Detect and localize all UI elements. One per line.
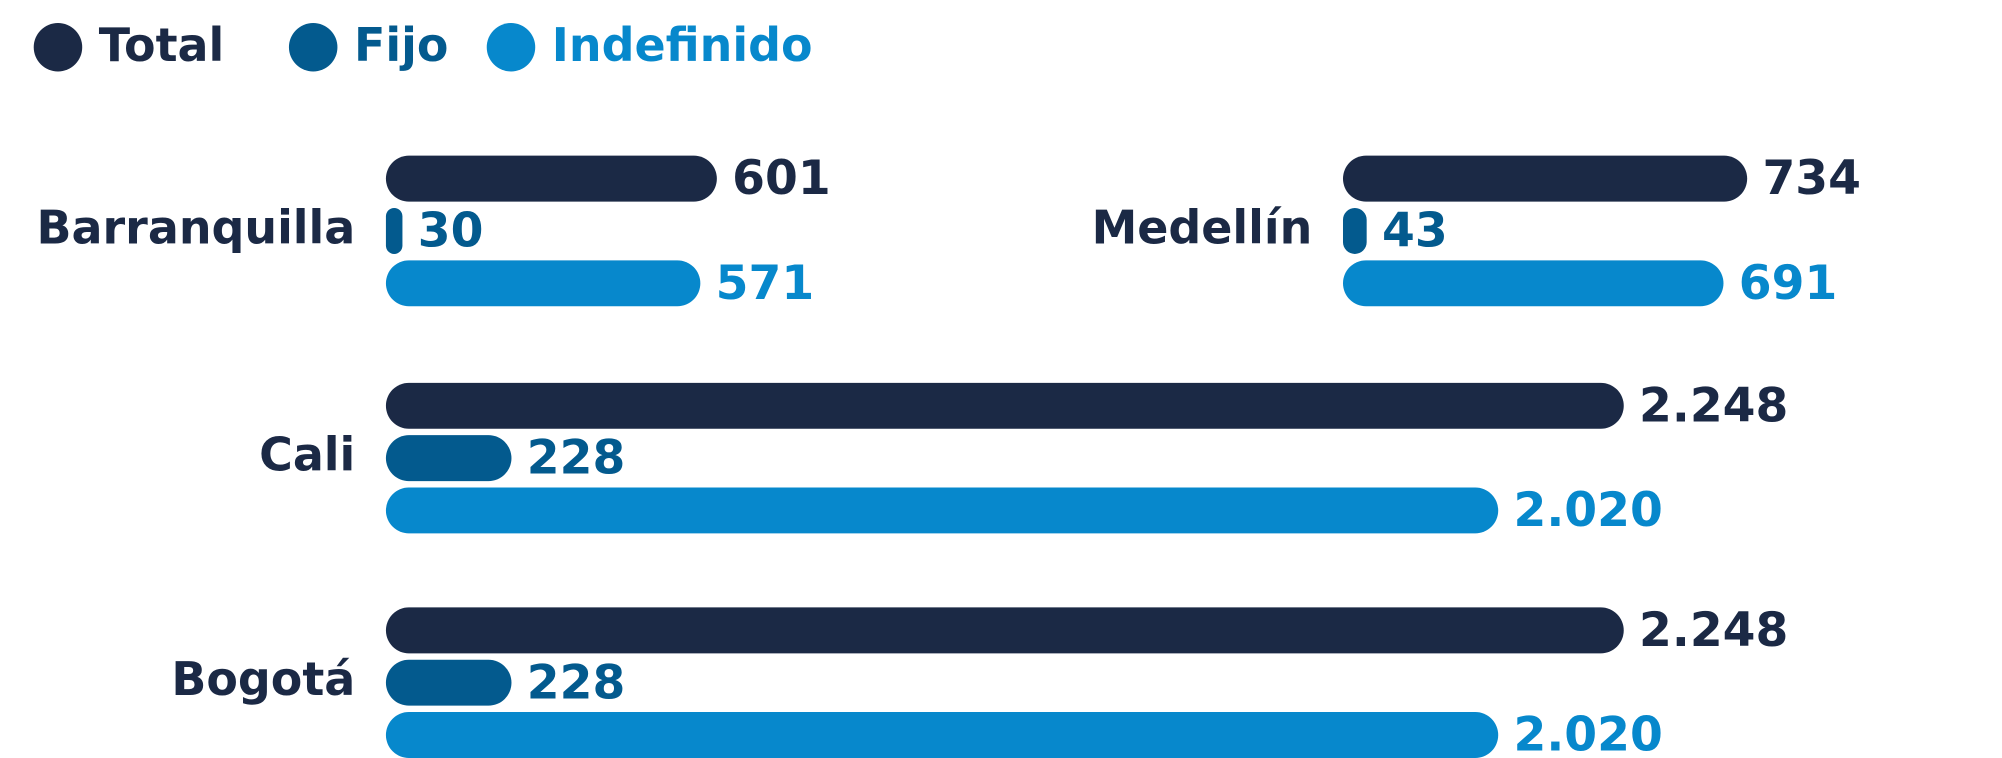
- bar: [385, 607, 1624, 654]
- category-label: Bogotá: [171, 652, 355, 706]
- category-label: Cali: [259, 428, 355, 482]
- value-label: 2.248: [1639, 378, 1788, 433]
- value-label: 2.020: [1514, 483, 1663, 538]
- value-label: 228: [527, 655, 626, 710]
- bar: [385, 487, 1499, 534]
- value-label: 601: [732, 151, 831, 206]
- legend-label: Indefinido: [552, 18, 813, 72]
- value-label: 691: [1739, 256, 1838, 311]
- bar: [385, 659, 512, 706]
- value-label: 2.248: [1639, 603, 1788, 658]
- value-label: 228: [527, 431, 626, 486]
- legend-label: Total: [99, 18, 224, 72]
- legend-swatch: [288, 22, 338, 72]
- category-label: Barranquilla: [37, 200, 356, 254]
- value-label: 734: [1762, 151, 1861, 206]
- value-label: 2.020: [1514, 708, 1663, 758]
- bar: [1342, 260, 1724, 307]
- legend-swatch: [33, 22, 83, 72]
- bar: [1342, 208, 1367, 254]
- value-label: 30: [418, 204, 484, 259]
- bar: [385, 382, 1624, 429]
- bar: [385, 155, 717, 202]
- category-label: Medellín: [1092, 200, 1313, 254]
- legend-swatch: [486, 22, 536, 72]
- bar: [385, 260, 701, 307]
- legend-label: Fijo: [354, 18, 448, 72]
- bar: [385, 435, 512, 482]
- value-label: 571: [716, 256, 815, 311]
- bar: [385, 208, 403, 254]
- bar: [385, 712, 1499, 758]
- value-label: 43: [1382, 204, 1448, 259]
- bar: [1342, 155, 1748, 202]
